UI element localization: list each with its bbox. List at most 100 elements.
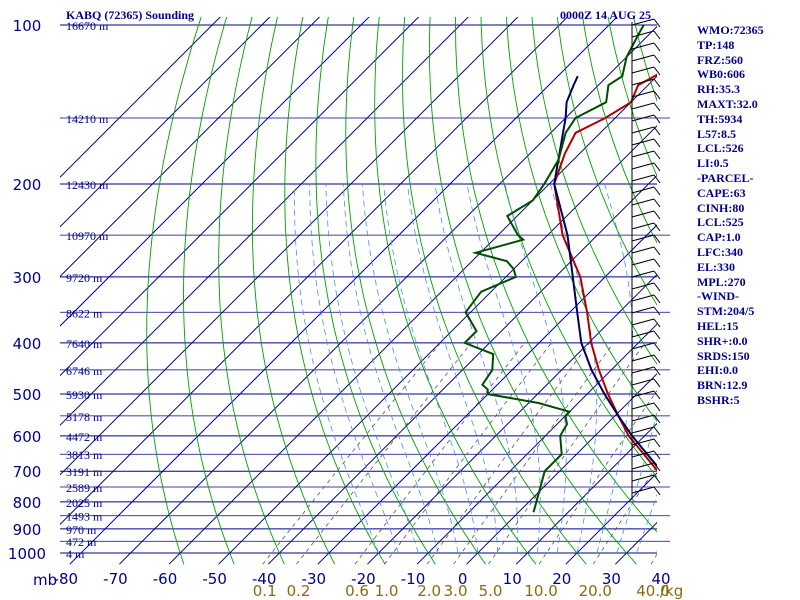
wind-barb bbox=[631, 102, 655, 110]
wind-barb bbox=[631, 246, 655, 254]
pressure-tick-label: 100 bbox=[13, 17, 42, 35]
wind-barb bbox=[631, 198, 655, 206]
wind-barb bbox=[631, 354, 655, 362]
stats-item: HEL:15 bbox=[697, 318, 739, 333]
pressure-tick-label: 900 bbox=[13, 521, 42, 539]
chart-datetime: 0000Z 14 AUG 25 bbox=[560, 8, 652, 22]
wind-barb-flag bbox=[653, 54, 661, 64]
height-label: 7640 m bbox=[66, 337, 103, 351]
height-label: 10970 m bbox=[66, 229, 109, 243]
moist-adiabat bbox=[309, 183, 399, 554]
parcel-path bbox=[553, 75, 657, 468]
pressure-tick-label: 500 bbox=[13, 386, 42, 404]
wind-barb-flag bbox=[653, 462, 661, 472]
temperature-tick-label: -40 bbox=[252, 570, 277, 588]
wind-barb-flag bbox=[653, 198, 661, 208]
chart-title: KABQ (72365) Sounding bbox=[66, 8, 195, 22]
wind-barb-flag bbox=[653, 102, 661, 112]
stats-item: FRZ:560 bbox=[697, 52, 743, 67]
mixing-ratio-label: 5.0 bbox=[479, 582, 503, 600]
dry-adiabat bbox=[480, 17, 657, 478]
height-label: 970 m bbox=[66, 523, 97, 537]
wind-barb bbox=[631, 330, 655, 338]
stats-item: BRN:12.9 bbox=[697, 378, 748, 393]
stats-item: WMO:72365 bbox=[697, 23, 764, 37]
dry-adiabat bbox=[582, 17, 657, 244]
wind-barb-flag bbox=[653, 222, 661, 232]
wind-barb-flag bbox=[653, 210, 661, 220]
stats-item: SHR+:0.0 bbox=[697, 333, 748, 348]
wind-barb bbox=[631, 66, 655, 74]
wind-barb-column bbox=[631, 18, 661, 500]
height-label: 8622 m bbox=[66, 306, 103, 320]
sounding-profiles bbox=[462, 24, 657, 513]
height-label: 3813 m bbox=[66, 448, 103, 462]
stats-item: -PARCEL- bbox=[697, 170, 754, 185]
mixing-ratio-line bbox=[426, 342, 591, 565]
dry-adiabat bbox=[402, 17, 587, 565]
wind-barb-flag bbox=[653, 90, 661, 100]
wind-barb-flag bbox=[653, 390, 661, 400]
height-label: 5930 m bbox=[66, 388, 103, 402]
wind-barb-flag bbox=[653, 378, 661, 388]
wind-barb-flag bbox=[653, 426, 661, 436]
temperature-tick-label: 10 bbox=[503, 570, 522, 588]
temperature-tick-label: -30 bbox=[302, 570, 327, 588]
wind-barb bbox=[631, 54, 655, 62]
pressure-tick-labels: 100 200 300 400 500 600 700 800 900 1000 mb bbox=[8, 17, 57, 589]
stats-item: SRDS:150 bbox=[697, 348, 750, 363]
height-label: 3191 m bbox=[66, 465, 103, 479]
pressure-tick-label: 300 bbox=[13, 269, 42, 287]
dry-adiabat bbox=[251, 17, 336, 565]
dry-adiabat-lines bbox=[146, 17, 657, 565]
dry-adiabat bbox=[284, 17, 386, 565]
mixing-ratio-line bbox=[538, 389, 657, 565]
isotherm-line bbox=[60, 17, 370, 327]
stats-item: BSHR:5 bbox=[697, 392, 740, 407]
wind-barb-flag bbox=[653, 174, 661, 184]
stats-item: LCL:526 bbox=[697, 141, 744, 156]
wind-barb bbox=[631, 426, 655, 434]
wind-barb bbox=[631, 162, 655, 170]
temperature-tick-label: 30 bbox=[602, 570, 621, 588]
wind-barb-flag bbox=[653, 366, 661, 376]
temperature-profile bbox=[553, 73, 657, 472]
dry-adiabat bbox=[531, 17, 657, 365]
temperature-tick-label: 40 bbox=[651, 570, 670, 588]
dry-adiabat bbox=[183, 17, 235, 565]
wind-barb bbox=[631, 486, 655, 494]
pressure-tick-label: 400 bbox=[13, 335, 42, 353]
temperature-tick-label: -60 bbox=[153, 570, 178, 588]
wind-barb-flag bbox=[653, 306, 661, 316]
wind-barb-flag bbox=[653, 318, 661, 328]
temperature-tick-label: -50 bbox=[202, 570, 227, 588]
stats-item: LI:0.5 bbox=[697, 156, 729, 171]
height-label: 12430 m bbox=[66, 178, 109, 192]
height-label: 4 m bbox=[66, 547, 85, 561]
height-label: 16670 m bbox=[66, 19, 109, 33]
pressure-tick-label: 800 bbox=[13, 494, 42, 512]
wind-barb-flag bbox=[653, 474, 661, 484]
stats-item: CINH:80 bbox=[697, 200, 745, 215]
wind-barb bbox=[631, 366, 655, 374]
mixing-ratio-label: 10.0 bbox=[524, 582, 557, 600]
stats-item: CAPE:63 bbox=[697, 185, 746, 200]
wind-barb bbox=[631, 222, 655, 230]
isotherm-line bbox=[60, 17, 221, 178]
wind-barb bbox=[631, 378, 655, 386]
mixing-ratio-label: 3.0 bbox=[444, 582, 468, 600]
sounding-stats-panel: WMO:72365 TP:148 FRZ:560 WB0:606 RH:35.3 MAXT… bbox=[697, 23, 764, 408]
stats-item: L57:8.5 bbox=[697, 126, 736, 141]
stats-item: TP:148 bbox=[697, 37, 735, 52]
dry-adiabat bbox=[345, 17, 486, 565]
wind-barb-flag bbox=[653, 126, 661, 136]
wind-barb-flag bbox=[653, 162, 661, 172]
wind-barb bbox=[631, 150, 655, 158]
dry-adiabat bbox=[315, 17, 436, 565]
isotherm-line bbox=[60, 17, 321, 278]
wind-barb bbox=[631, 234, 655, 242]
mixing-ratio-line bbox=[296, 342, 472, 565]
stats-item: LCL:525 bbox=[697, 215, 744, 230]
stats-item: EHI:0.0 bbox=[697, 363, 739, 378]
